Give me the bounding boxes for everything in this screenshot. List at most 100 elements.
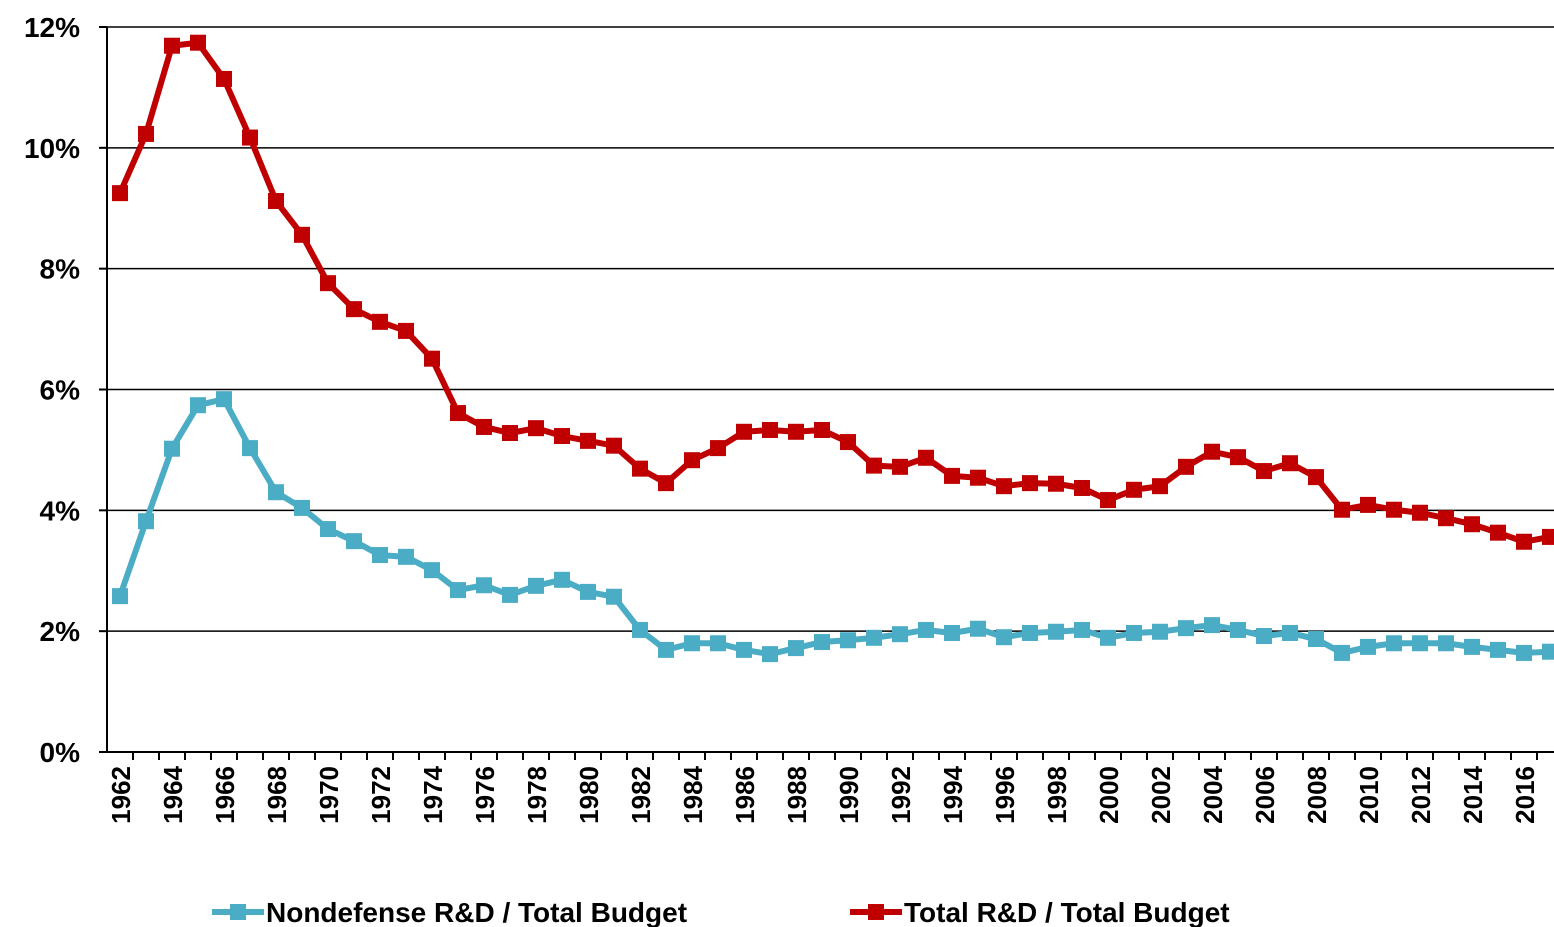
marker	[1490, 524, 1506, 541]
marker	[866, 629, 882, 646]
marker	[502, 425, 518, 441]
marker	[814, 421, 830, 438]
marker	[996, 478, 1012, 495]
legend-label: Total R&D / Total Budget	[904, 897, 1230, 927]
marker	[892, 458, 908, 475]
marker	[164, 440, 180, 457]
marker	[268, 484, 284, 501]
marker	[424, 562, 440, 579]
marker	[788, 423, 804, 440]
marker	[1464, 516, 1480, 533]
marker	[450, 405, 466, 422]
marker	[1152, 478, 1168, 495]
marker	[1282, 624, 1298, 641]
marker	[112, 185, 128, 202]
marker	[502, 586, 518, 603]
marker	[528, 577, 544, 594]
marker	[554, 571, 570, 588]
marker	[944, 624, 960, 641]
marker	[372, 313, 388, 330]
marker	[398, 322, 414, 339]
marker	[658, 475, 674, 492]
marker	[1516, 644, 1532, 661]
marker	[528, 420, 544, 437]
marker	[164, 37, 180, 54]
marker	[216, 391, 232, 408]
marker	[1256, 463, 1272, 480]
marker	[1490, 641, 1506, 658]
x-tick-label: 2008	[1302, 766, 1332, 824]
marker	[1282, 455, 1298, 472]
marker	[346, 533, 362, 550]
marker	[1360, 638, 1376, 655]
legend-marker	[868, 904, 884, 920]
x-tick-label: 2012	[1406, 766, 1436, 824]
x-tick-label: 2010	[1354, 766, 1384, 824]
marker	[840, 434, 856, 451]
marker	[814, 634, 830, 651]
marker	[242, 440, 258, 457]
marker	[710, 440, 726, 457]
marker	[1438, 510, 1454, 527]
x-tick-label: 1972	[366, 766, 396, 824]
x-tick-label: 2016	[1510, 766, 1540, 824]
marker	[944, 467, 960, 484]
marker	[918, 621, 934, 638]
marker	[190, 34, 206, 51]
x-tick-label: 1968	[262, 766, 292, 824]
marker	[346, 301, 362, 318]
x-tick-label: 1992	[886, 766, 916, 824]
marker	[294, 226, 310, 243]
marker	[450, 582, 466, 599]
marker	[1308, 631, 1324, 648]
marker	[1230, 621, 1246, 638]
marker	[736, 641, 752, 658]
marker	[762, 646, 778, 663]
marker	[1126, 624, 1142, 641]
x-tick-label: 1980	[574, 766, 604, 824]
marker	[372, 547, 388, 564]
marker	[658, 641, 674, 658]
x-tick-label: 2006	[1250, 766, 1280, 824]
marker	[580, 583, 596, 600]
marker	[398, 548, 414, 565]
legend-marker	[230, 904, 246, 920]
marker	[892, 626, 908, 643]
marker	[1542, 528, 1554, 545]
marker	[1334, 501, 1350, 518]
x-tick-label: 1976	[470, 766, 500, 824]
y-tick-label: 4%	[40, 495, 81, 526]
marker	[294, 499, 310, 516]
marker	[1360, 496, 1376, 513]
marker	[1412, 635, 1428, 652]
x-tick-label: 1964	[158, 765, 188, 823]
x-tick-label: 1966	[210, 766, 240, 824]
marker	[138, 513, 154, 530]
x-tick-label: 1988	[782, 766, 812, 824]
x-tick-label: 1974	[418, 765, 448, 823]
marker	[996, 629, 1012, 646]
marker	[1256, 628, 1272, 644]
marker	[762, 421, 778, 438]
marker	[684, 452, 700, 469]
y-tick-label: 0%	[40, 737, 81, 768]
marker	[1022, 475, 1038, 492]
marker	[840, 632, 856, 649]
x-tick-label: 1996	[990, 766, 1020, 824]
marker	[1204, 617, 1220, 634]
marker	[970, 620, 986, 637]
marker	[684, 635, 700, 652]
x-tick-label: 1982	[626, 766, 656, 824]
marker	[112, 588, 128, 605]
y-tick-label: 6%	[40, 375, 81, 406]
marker	[242, 129, 258, 146]
marker	[970, 469, 986, 486]
x-tick-label: 1998	[1042, 766, 1072, 824]
marker	[1178, 458, 1194, 475]
x-tick-label: 1984	[678, 765, 708, 823]
marker	[424, 350, 440, 367]
marker	[1022, 624, 1038, 641]
marker	[476, 577, 492, 594]
marker	[606, 437, 622, 454]
